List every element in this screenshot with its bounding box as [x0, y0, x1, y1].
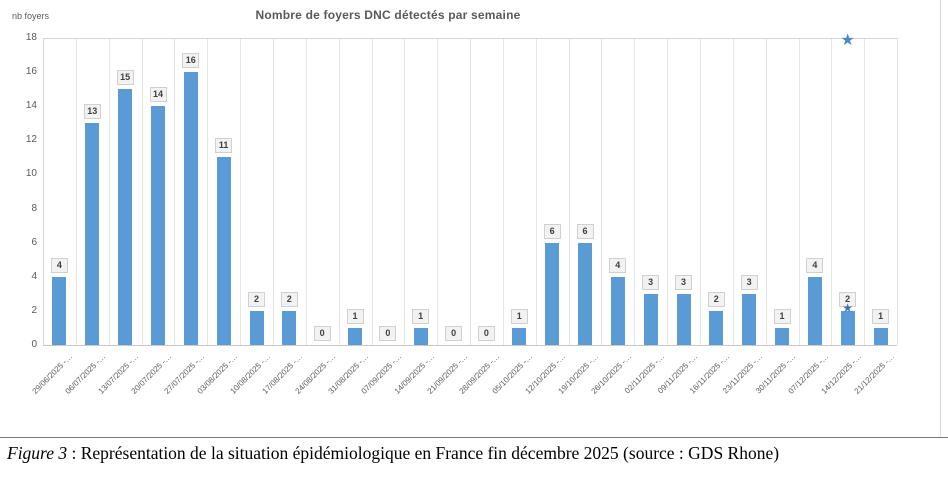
gridline — [634, 38, 636, 345]
bar — [873, 327, 888, 345]
plot-area: 0 2 4 6 8 10 12 14 16 18 4 29/06/2025 -… 13 06/07/202… — [25, 31, 898, 396]
bar — [85, 123, 100, 345]
gridline — [272, 38, 274, 345]
y-tick-label: 2 — [31, 304, 37, 316]
gridline — [207, 38, 209, 345]
figure-bottom-divider — [0, 437, 948, 438]
gridline — [831, 38, 833, 345]
bar — [413, 327, 428, 345]
figure-caption-label: Figure 3 — [7, 443, 68, 463]
bar-value-label: 0 — [477, 326, 495, 341]
document-page: Nombre de foyers DNC détectés par semain… — [0, 0, 948, 464]
bar-value-label: 14 — [149, 87, 167, 103]
star-marker: ★ — [842, 300, 854, 315]
bar — [840, 310, 855, 345]
gridline — [338, 38, 340, 345]
figure-panel: Nombre de foyers DNC détectés par semain… — [12, 0, 941, 437]
bar — [52, 276, 67, 345]
y-tick-label: 16 — [25, 66, 37, 78]
gridline — [141, 38, 143, 345]
gridline — [798, 38, 800, 345]
bar-value-label: 0 — [313, 326, 331, 341]
bar — [742, 293, 757, 345]
bar-value-label: 0 — [379, 326, 397, 341]
bar-value-label: 11 — [215, 138, 233, 154]
x-axis-line — [43, 345, 897, 346]
gridline — [371, 38, 373, 345]
bar-value-label: 1 — [872, 308, 890, 324]
bar-value-label: 1 — [773, 308, 791, 324]
bar-value-label: 2 — [248, 291, 265, 307]
bar — [512, 327, 527, 345]
y-tick-label: 6 — [31, 236, 37, 248]
y-tick-label: 18 — [25, 32, 37, 43]
bar-value-label: 16 — [182, 53, 200, 69]
gridline — [108, 38, 110, 345]
bar-value-label: 6 — [543, 223, 561, 239]
gridline — [470, 38, 471, 345]
bar — [676, 293, 691, 345]
bar — [807, 276, 822, 345]
figure-caption-text: : Représentation de la situation épidémi… — [67, 443, 780, 463]
bar — [578, 242, 592, 345]
bar-value-label: 2 — [839, 291, 857, 307]
plot-top-border — [43, 38, 897, 39]
bar-value-label: 2 — [280, 291, 298, 307]
gridline — [174, 38, 176, 345]
bar — [545, 242, 560, 345]
gridline — [699, 38, 701, 345]
bar — [183, 72, 198, 345]
y-axis-unit-label: nb foyers — [12, 11, 50, 21]
bar-value-label: 3 — [740, 274, 758, 290]
gridline — [437, 38, 439, 345]
bar — [151, 106, 165, 345]
y-tick-label: 12 — [25, 134, 37, 146]
y-tick-label: 10 — [25, 168, 37, 180]
bar-value-label: 4 — [609, 257, 627, 273]
gridline — [502, 38, 504, 345]
gridline — [765, 38, 767, 345]
gridline — [897, 38, 898, 345]
bar — [282, 310, 297, 345]
bar — [216, 157, 231, 345]
bar-value-label: 0 — [445, 326, 463, 341]
gridline — [404, 38, 406, 345]
bar-value-label: 1 — [346, 308, 364, 324]
chart-title: Nombre de foyers DNC détectés par semain… — [255, 8, 521, 22]
gridline — [568, 38, 570, 345]
gridline — [601, 38, 603, 345]
bar — [775, 327, 789, 345]
y-tick-label: 0 — [31, 339, 37, 350]
bar-value-label: 4 — [806, 257, 824, 273]
bar — [348, 327, 362, 345]
y-tick-label: 14 — [25, 100, 37, 112]
bar-value-label: 4 — [50, 257, 68, 273]
bar-value-label: 1 — [412, 308, 430, 324]
bar-value-label: 1 — [510, 308, 528, 324]
gridline — [667, 38, 669, 345]
bar-value-label: 6 — [576, 223, 594, 239]
bar-value-label: 15 — [116, 70, 134, 86]
bar-value-label: 2 — [707, 291, 725, 307]
bar-value-label: 13 — [83, 104, 101, 120]
bar — [610, 276, 625, 345]
gridline — [75, 38, 77, 345]
bar-value-label: 3 — [642, 274, 660, 290]
bar — [118, 89, 133, 345]
gridline — [864, 38, 866, 345]
y-axis-line — [43, 38, 44, 345]
gridline — [305, 38, 307, 345]
bar-value-label: 3 — [675, 274, 692, 290]
gridline — [732, 38, 734, 345]
gridline — [535, 38, 537, 345]
bar — [643, 293, 658, 345]
y-tick-label: 4 — [31, 270, 37, 282]
y-tick-label: 8 — [31, 202, 37, 214]
bar — [709, 310, 724, 345]
star-marker: ★ — [840, 31, 855, 49]
bar — [249, 310, 264, 345]
figure-caption: Figure 3 : Représentation de la situatio… — [7, 443, 942, 464]
gridline — [240, 38, 242, 345]
